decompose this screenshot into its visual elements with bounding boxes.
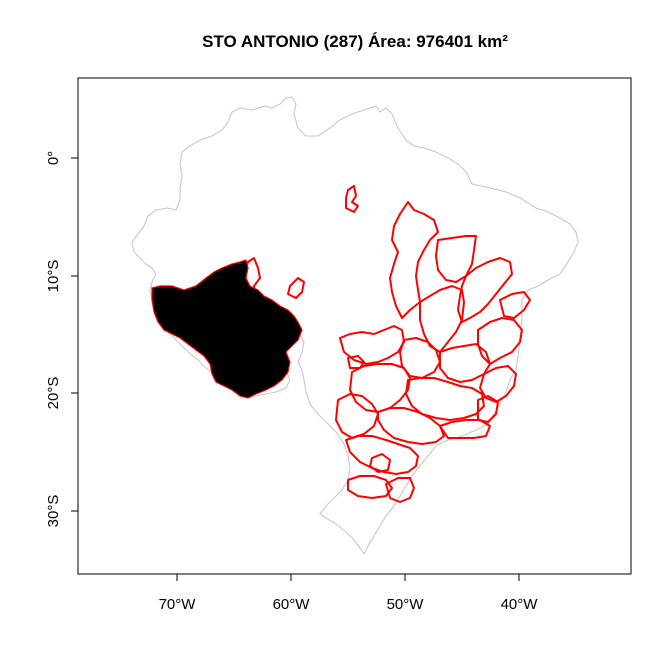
basin-parnaiba bbox=[435, 235, 477, 283]
basin-small-south bbox=[369, 453, 391, 473]
basin-grande bbox=[405, 377, 485, 421]
basin-north-amapa bbox=[345, 185, 359, 213]
basin-uruguai bbox=[385, 477, 415, 503]
basin-sao-francisco-mid bbox=[419, 285, 465, 353]
map-title: STO ANTONIO (287) Área: 976401 km² bbox=[202, 32, 508, 51]
basin-paranapanema bbox=[345, 435, 419, 475]
basin-tiete bbox=[377, 407, 445, 445]
y-tick-label: 30°S bbox=[45, 495, 62, 528]
y-tick-label: 10°S bbox=[45, 260, 62, 293]
basin-goias bbox=[399, 337, 441, 379]
x-tick-label: 40°W bbox=[501, 596, 539, 613]
basin-bahia bbox=[477, 317, 523, 365]
basin-tocantins bbox=[389, 201, 439, 319]
basin-small-mid bbox=[347, 355, 365, 369]
basin-parana-mid bbox=[335, 393, 379, 439]
country-outline bbox=[131, 96, 579, 556]
basin-iguacu bbox=[347, 475, 393, 499]
x-tick-label: 70°W bbox=[159, 596, 197, 613]
basin-small-west bbox=[287, 277, 305, 299]
basin-minas-east bbox=[479, 365, 517, 403]
plot-frame bbox=[77, 77, 632, 575]
y-tick-label: 20°S bbox=[45, 377, 62, 410]
basin-boundaries bbox=[243, 185, 531, 503]
x-tick-label: 50°W bbox=[387, 596, 425, 613]
x-tick-label: 60°W bbox=[273, 596, 311, 613]
y-axis bbox=[71, 157, 78, 512]
y-tick-label: 0° bbox=[45, 151, 62, 165]
x-axis bbox=[176, 574, 520, 581]
basin-parana-upper bbox=[349, 363, 411, 413]
basin-sao-francisco-north bbox=[457, 257, 513, 323]
highlighted-basin bbox=[151, 259, 303, 399]
basin-minas-north bbox=[439, 343, 491, 383]
basin-paraiba-sul bbox=[439, 419, 491, 439]
basin-east-coast bbox=[499, 291, 531, 319]
